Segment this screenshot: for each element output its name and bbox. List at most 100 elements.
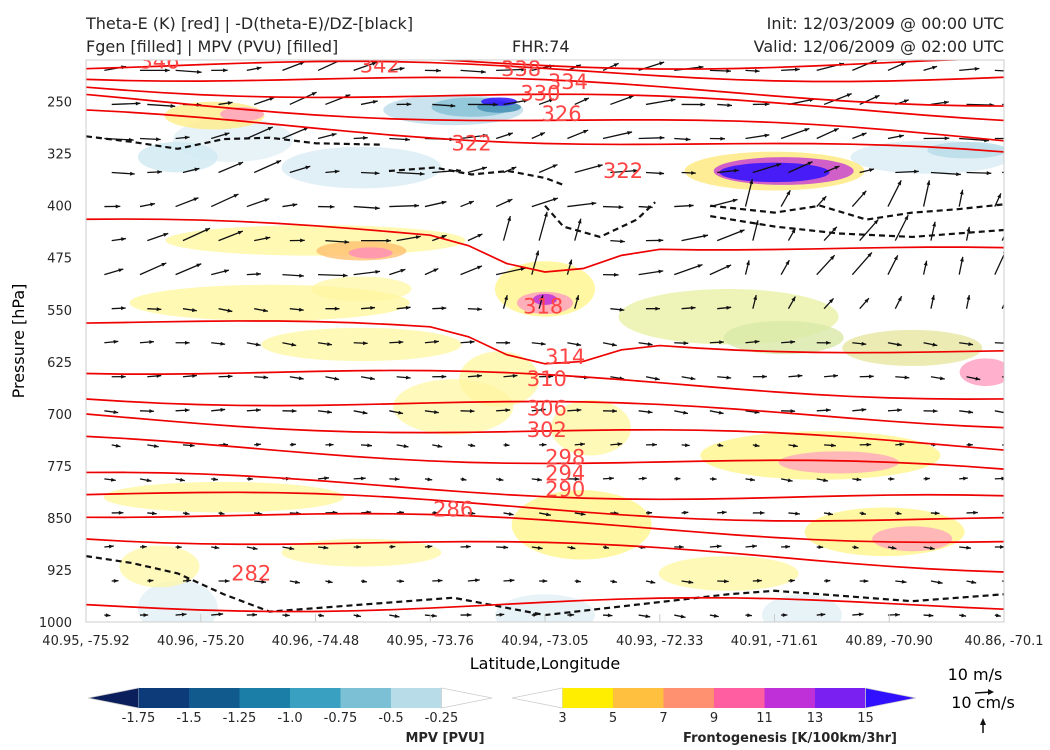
wind-vector-110 — [318, 204, 335, 209]
wind-vector-378 — [602, 545, 610, 550]
wind-vector-188 — [325, 306, 340, 311]
wind-vector-318 — [318, 476, 330, 481]
wind-vector-329 — [709, 477, 717, 481]
wind-vector-384 — [816, 545, 824, 550]
wind-vector-17 — [709, 69, 732, 73]
wind-vector-217 — [424, 339, 439, 344]
wind-vector-339 — [147, 511, 157, 516]
wind-vector-40 — [610, 95, 634, 106]
wind-vector-39 — [574, 97, 590, 106]
wind-vector-208 — [104, 339, 119, 344]
wind-vector-114 — [460, 200, 475, 208]
theta-e-contour-346 — [430, 60, 974, 70]
theta-e-label-5: 326 — [541, 102, 581, 126]
wind-vector-42 — [681, 102, 706, 107]
wind-vector-148 — [752, 220, 759, 241]
wind-vector-232 — [959, 342, 974, 346]
wind-vector-58 — [317, 133, 337, 140]
theta-e-label-2: 338 — [501, 57, 541, 81]
wind-vector-10 — [460, 69, 486, 74]
wind-vector-204 — [894, 295, 903, 309]
wind-vector-198 — [681, 305, 696, 310]
wind-vector-38 — [538, 98, 555, 106]
wind-vector-89 — [503, 166, 517, 174]
wind-vector-9 — [424, 68, 441, 73]
wind-vector-414 — [966, 580, 977, 584]
wind-vector-307 — [859, 442, 872, 447]
wind-vector-400 — [467, 578, 480, 583]
wind-vector-381 — [709, 544, 722, 549]
y-ticks: 250 325 400 475 550 625 700 775 850 925 1000 — [39, 96, 72, 631]
wind-vector-433 — [709, 613, 719, 618]
wind-vector-82 — [253, 159, 282, 174]
wind-vector-358 — [823, 511, 834, 516]
mpv-swatch-4 — [290, 688, 341, 708]
wind-vector-34 — [396, 102, 412, 107]
wind-vector-95 — [717, 168, 739, 174]
wind-vector-330 — [745, 477, 755, 482]
wind-vector-367 — [211, 545, 220, 550]
wind-vector-272 — [531, 407, 546, 412]
wind-vector-18 — [745, 69, 760, 73]
fgen-tick-3: 9 — [710, 711, 718, 726]
wind-key-arrowhead-h — [988, 689, 994, 695]
wind-vector-183 — [147, 307, 162, 312]
wind-vector-295 — [432, 444, 443, 448]
wind-vector-57 — [282, 126, 309, 140]
wind-vector-106 — [175, 197, 199, 208]
wind-vector-97 — [788, 161, 813, 174]
wind-vector-165 — [424, 267, 439, 276]
wind-vector-310 — [966, 442, 973, 447]
theta-e-contour-290 — [86, 512, 1004, 544]
wind-vector-132 — [182, 227, 211, 242]
wind-vector-408 — [752, 578, 762, 583]
wind-vector-154 — [965, 226, 971, 241]
wind-vector-126 — [887, 180, 902, 207]
wind-vector-337 — [994, 476, 1004, 481]
mpv-tick-1: -1.5 — [176, 711, 201, 726]
wind-vector-245 — [503, 373, 518, 378]
mpv-swatch-0 — [87, 687, 139, 709]
wind-vector-291 — [289, 442, 296, 447]
wind-vector-75 — [923, 136, 950, 141]
wind-vector-314 — [175, 477, 185, 482]
wind-key-label-cms: 10 cm/s — [951, 693, 1015, 712]
wind-vector-222 — [602, 342, 617, 347]
wind-vector-140 — [467, 233, 483, 242]
fgen-swatch-0 — [511, 687, 563, 709]
wind-vector-207 — [1001, 303, 1004, 309]
wind-vector-60 — [389, 137, 410, 142]
init-time: Init: 12/03/2009 @ 00:00 UTC — [766, 14, 1004, 33]
wind-vector-122 — [744, 179, 754, 207]
wind-vector-190 — [396, 305, 411, 310]
wind-vector-410 — [824, 578, 831, 583]
wind-vector-59 — [353, 136, 368, 140]
wind-vector-14 — [602, 62, 619, 71]
wind-vector-196 — [610, 307, 625, 312]
filled-region-32 — [550, 399, 631, 456]
wind-vector-324 — [531, 477, 543, 482]
filled-region-17 — [165, 225, 466, 256]
wind-vector-7 — [353, 61, 378, 72]
wind-vector-273 — [567, 408, 582, 413]
wind-vector-284 — [959, 410, 974, 414]
wind-vector-56 — [246, 126, 274, 140]
wind-vector-214 — [317, 342, 333, 346]
fgen-swatch-4 — [714, 688, 765, 708]
wind-vector-231 — [923, 342, 938, 347]
wind-vector-220 — [531, 341, 546, 346]
wind-vector-117 — [567, 201, 597, 208]
wind-vector-187 — [289, 307, 304, 312]
wind-vector-326 — [602, 476, 614, 481]
wind-vector-388 — [959, 545, 972, 550]
x-tick-label-7: 40.89, -70.90 — [846, 634, 933, 649]
wind-vector-80 — [182, 167, 200, 174]
wind-vector-333 — [852, 477, 862, 482]
wind-vector-127 — [922, 180, 931, 207]
wind-vector-348 — [467, 511, 476, 516]
wind-vector-69 — [709, 136, 726, 141]
stability-contour-1 — [388, 166, 564, 186]
wind-vector-186 — [254, 308, 269, 313]
filled-region-2 — [281, 146, 442, 189]
wind-vector-374 — [460, 544, 471, 549]
